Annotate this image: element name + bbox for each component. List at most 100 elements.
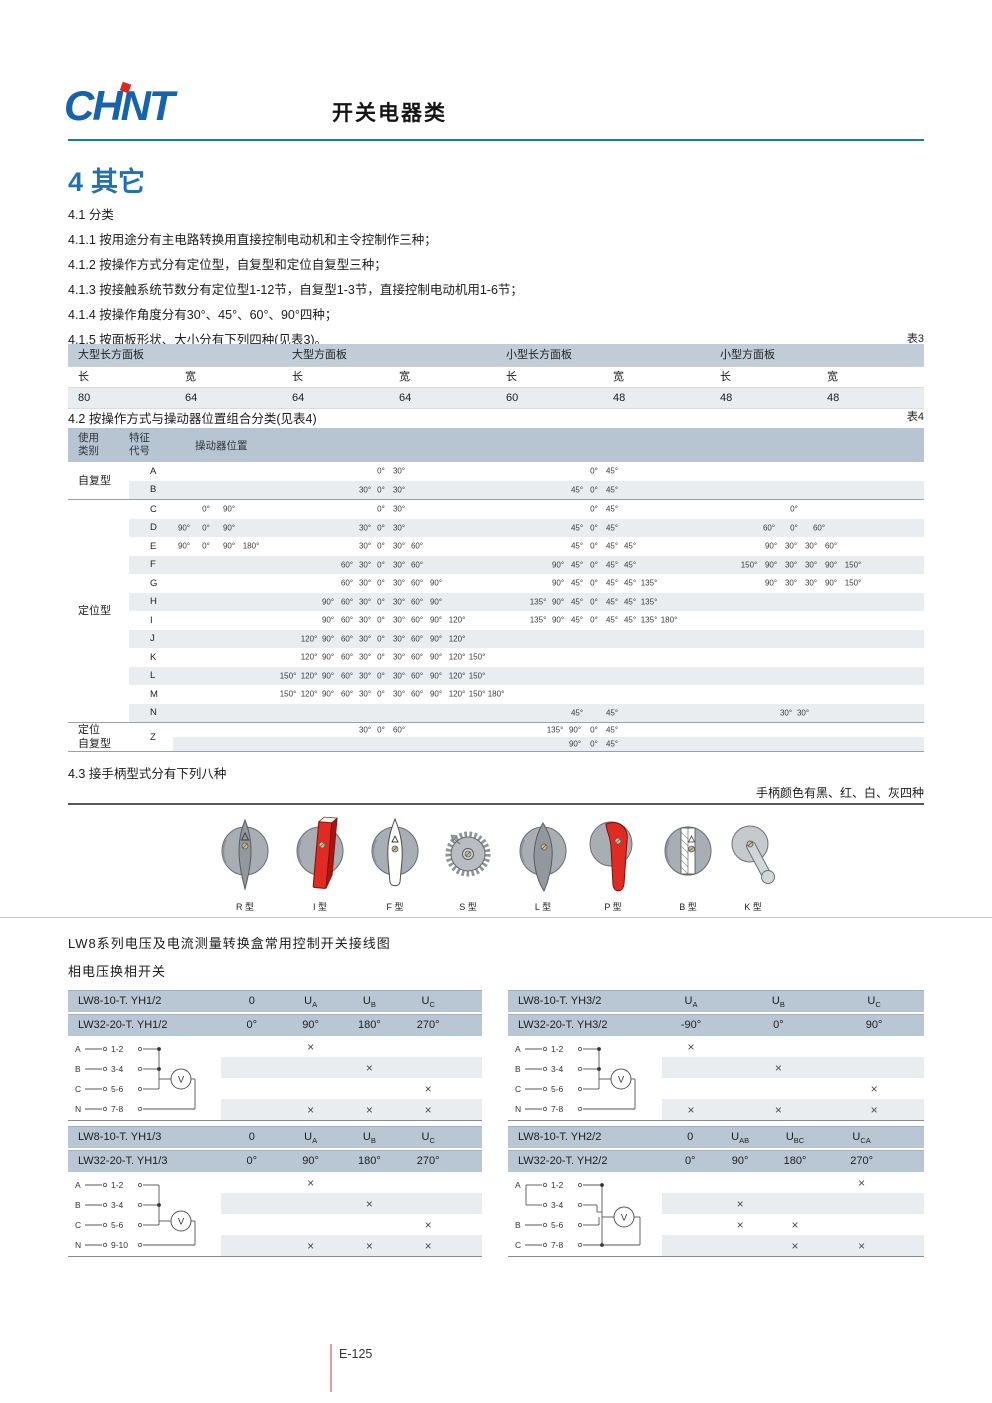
dim-value: 60 <box>506 392 519 404</box>
svg-text:C: C <box>75 1084 81 1094</box>
feature-code: L <box>150 670 156 682</box>
handle-label: R 型 <box>235 902 254 912</box>
angle-value: 60° <box>410 541 424 551</box>
angle-value: 60° <box>762 523 776 533</box>
wiring-table-yh1-2: LW8-10-T. YH1/2 0 UA UB UC LW32-20-T. YH1/2 0°… <box>68 990 482 1121</box>
handle-K-image <box>718 814 788 899</box>
svg-text:A: A <box>75 1180 81 1190</box>
column-header: 0 <box>687 1131 694 1143</box>
svg-text:5-6: 5-6 <box>551 1084 564 1094</box>
angle-value: 60° <box>410 560 424 570</box>
contact-mark: × <box>307 1102 315 1117</box>
angle-header: 0° <box>246 1019 258 1031</box>
angle-value: 60° <box>392 725 406 735</box>
angle-value: 60° <box>340 652 354 662</box>
angle-header: 270° <box>416 1155 440 1167</box>
feature-code: D <box>150 522 157 534</box>
contact-mark: × <box>736 1196 744 1211</box>
angle-value: 60° <box>410 597 424 607</box>
contact-row: × <box>508 1078 924 1099</box>
svg-text:7-8: 7-8 <box>551 1240 564 1250</box>
table4-row: A 0° 30° 0° 45° <box>129 462 924 481</box>
classification-line: 4.1.5 按面板形状、大小分有下列四种(见表3)。 <box>68 333 328 347</box>
angle-value: 0° <box>590 466 598 476</box>
svg-text:3-4: 3-4 <box>111 1064 124 1074</box>
model-name: LW8-10-T. YH1/2 <box>78 995 162 1007</box>
handle-R-image <box>210 814 280 899</box>
table4-row: D 90° 0° 90° 30° 0° 30° 45° 0° 45° 60° 0° 60° <box>129 518 924 537</box>
angle-value: 45° <box>570 615 584 625</box>
angle-value: 90° <box>429 634 443 644</box>
angle-zone: 150° 120° 90° 60° 30° 0° 30° 60° 90° 120° 150° 180° <box>173 685 924 704</box>
angle-value: 0° <box>377 466 385 476</box>
angle-value: 150° <box>844 578 862 588</box>
angle-value: 45° <box>623 615 637 625</box>
wiring-title: LW8系列电压及电流测量转换盒常用控制开关接线图 <box>68 936 391 951</box>
panel-group-header: 大型长方面板 <box>78 349 144 361</box>
angle-zone: 60° 30° 0° 30° 60° 90° 90° 45° 0° 45° 45° 135° 90° 30… <box>173 574 924 593</box>
angle-value: 90° <box>222 541 236 551</box>
circuit-diagram: A 1-2 3-4 B 5-6 C 7-8 V <box>512 1172 662 1261</box>
feature-code: M <box>150 688 158 700</box>
handle-label: L 型 <box>534 902 552 912</box>
angle-value: 0° <box>377 615 385 625</box>
angle-value: 0° <box>377 597 385 607</box>
angle-value: 30° <box>358 725 372 735</box>
angle-value: 0° <box>790 504 798 514</box>
angle-zone: 30° 0° 30° 45° 0° 45° <box>173 481 924 500</box>
angle-value: 90° <box>551 597 565 607</box>
angle-value: 60° <box>410 671 424 681</box>
angle-value: 150° <box>740 560 758 570</box>
angle-value: 90° <box>321 597 335 607</box>
svg-text:C: C <box>515 1240 521 1250</box>
handle-P: P 型 <box>578 814 648 913</box>
svg-text:V: V <box>621 1213 628 1224</box>
svg-text:A: A <box>75 1044 81 1054</box>
svg-text:5-6: 5-6 <box>551 1220 564 1230</box>
column-header: UA <box>684 995 698 1010</box>
panel-group-header: 大型方面板 <box>292 349 347 361</box>
panel-size-table-values: 80 64 64 64 60 48 48 48 <box>68 388 924 409</box>
angle-value: 30° <box>358 485 372 495</box>
handle-F-image <box>360 814 430 899</box>
wiring-header-angles: LW32-20-T. YH1/2 0° 90° 180° 270° <box>68 1014 482 1036</box>
angle-value: 45° <box>570 708 584 718</box>
circuit-diagram: A 1-2 B 3-4 C 5-6 N 7-8 V <box>72 1036 222 1125</box>
angle-header: 180° <box>358 1155 381 1167</box>
angle-value: 0° <box>590 578 598 588</box>
angle-value: 30° <box>392 504 406 514</box>
table4-row: L 150° 120° 90° 60° 30° 0° 30° 60° 90° 120° 150° <box>129 666 924 685</box>
angle-value: 0° <box>377 523 385 533</box>
table4-row: K 120° 90° 60° 30° 0° 30° 60° 90° 120° 150° <box>129 648 924 667</box>
contact-mark: × <box>365 1196 373 1211</box>
section-heading: 4 其它 <box>68 160 145 199</box>
angle-value: 0° <box>377 634 385 644</box>
angle-value: 45° <box>605 560 619 570</box>
angle-value: 45° <box>605 597 619 607</box>
angle-value: 0° <box>590 560 598 570</box>
angle-header: 90° <box>865 1019 883 1031</box>
angle-value: 0° <box>202 523 210 533</box>
handle-B: B 型 <box>653 814 723 913</box>
handle-S: S 型 <box>433 814 503 913</box>
dim-value: 48 <box>827 392 840 404</box>
angle-value: 45° <box>623 560 637 570</box>
angle-value: 135° <box>529 615 547 625</box>
angle-value: 30° <box>392 466 406 476</box>
classification-line: 4.1.2 按操作方式分有定位型，自复型和定位自复型三种； <box>68 258 387 272</box>
svg-text:9-10: 9-10 <box>111 1240 128 1250</box>
handle-F: F 型 <box>360 814 430 913</box>
handle-label: F 型 <box>386 902 404 912</box>
angle-value: 0° <box>377 541 385 551</box>
header-actuator-position: 操动器位置 <box>195 439 248 452</box>
angle-value: 45° <box>605 466 619 476</box>
dim-value: 64 <box>399 392 412 404</box>
angle-value: 45° <box>623 597 637 607</box>
column-header: 0 <box>248 995 255 1007</box>
angle-value: 90° <box>551 578 565 588</box>
angle-value: 150° <box>468 652 486 662</box>
angle-value: 60° <box>340 615 354 625</box>
contact-mark: × <box>791 1217 799 1232</box>
angle-zone: 120° 90° 60° 30° 0° 30° 60° 90° 120° <box>173 630 924 649</box>
panel-size-table: 大型长方面板 大型方面板 小型长方面板 小型方面板 长 宽 长 宽 长 宽 长 宽 80 64 64 64… <box>68 344 924 409</box>
